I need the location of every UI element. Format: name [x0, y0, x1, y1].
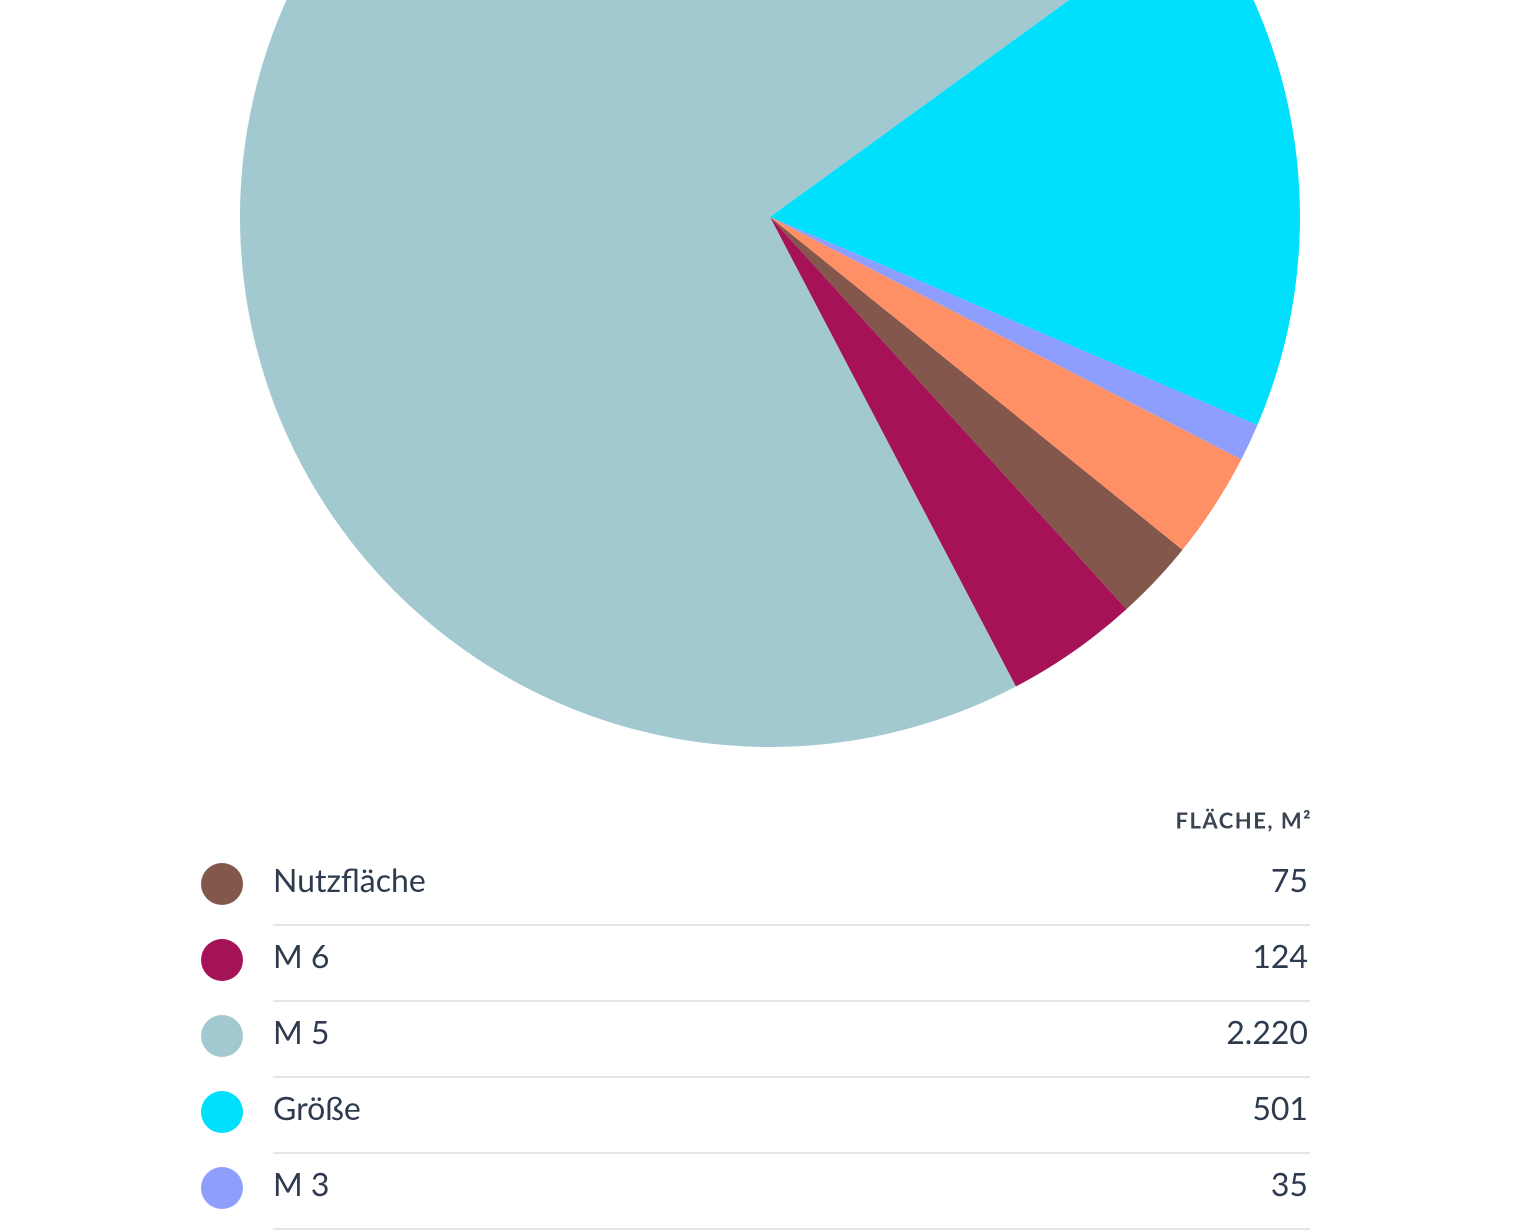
legend-marker	[201, 863, 243, 905]
pie-slice	[770, 217, 1127, 687]
row-label: M 5	[273, 1012, 329, 1051]
pie-slice	[770, 217, 1258, 460]
value-header: FLÄCHE, M²	[1176, 807, 1312, 834]
row-label: M 6	[273, 936, 329, 975]
pie-slice	[240, 0, 1070, 747]
row-value: 124	[1252, 936, 1308, 975]
legend-marker	[201, 1091, 243, 1133]
pie-slice	[770, 0, 1300, 425]
row-label: M 3	[273, 1164, 329, 1203]
row-value: 75	[1271, 860, 1308, 899]
pie-slice	[770, 217, 1242, 550]
legend-marker	[201, 1167, 243, 1209]
row-value: 35	[1271, 1164, 1308, 1203]
legend-marker	[201, 939, 243, 981]
row-label: Größe	[273, 1088, 361, 1127]
pie-slice	[770, 217, 1183, 610]
pie	[240, 0, 1300, 747]
row-value: 2.220	[1226, 1012, 1308, 1051]
row-label: Nutzfläche	[273, 860, 426, 899]
row-value: 501	[1252, 1088, 1308, 1127]
legend-marker	[201, 1015, 243, 1057]
legend: Nutzfläche 75 M 6 124 M 5 2.220 Größe 501 M 3 35	[201, 860, 1310, 1230]
